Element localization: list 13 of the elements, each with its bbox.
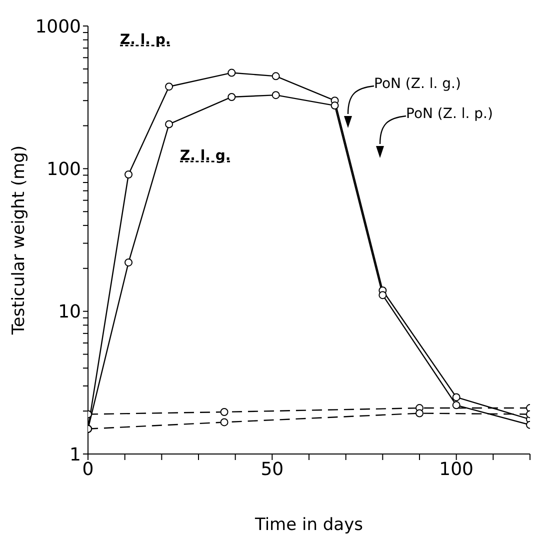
x-axis-title: Time in days: [254, 515, 364, 535]
y-tick-label: 1: [70, 444, 81, 466]
y-tick-label: 100: [46, 159, 81, 180]
annotation: PoN (Z. l. p.): [406, 106, 493, 122]
series-label: Z. l. g.: [180, 148, 231, 164]
y-axis-title: Testicular weight (mg): [9, 145, 30, 336]
y-tick-label: 1000: [35, 16, 81, 38]
x-tick-label: 50: [260, 458, 284, 480]
text: Z. l. p.: [120, 32, 171, 48]
annotation: PoN (Z. l. g.): [374, 76, 461, 92]
x-tick-label: 0: [82, 458, 94, 480]
y-tick-label: 10: [58, 302, 81, 323]
x-tick-label: 100: [439, 458, 474, 480]
